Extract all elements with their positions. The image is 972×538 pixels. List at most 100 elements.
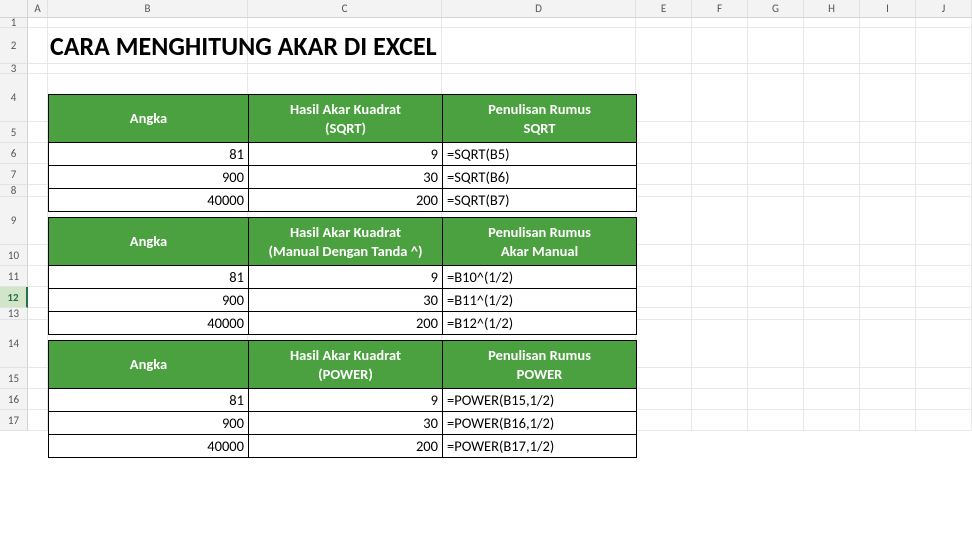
cell-A15[interactable] — [28, 368, 48, 389]
cell-formula[interactable]: =POWER(B16,1/2) — [443, 412, 637, 435]
cell-H11[interactable] — [804, 266, 860, 287]
cell-D3[interactable] — [442, 64, 636, 74]
row-header-16[interactable]: 16 — [0, 389, 28, 410]
cell-hasil[interactable]: 9 — [249, 266, 443, 289]
cell-E10[interactable] — [636, 245, 692, 266]
cell-J9[interactable] — [916, 197, 972, 245]
cell-G7[interactable] — [748, 164, 804, 185]
cell-H13[interactable] — [804, 308, 860, 320]
cell-G2[interactable] — [748, 28, 804, 64]
cell-G6[interactable] — [748, 143, 804, 164]
cell-A4[interactable] — [28, 74, 48, 122]
table-3-header-2[interactable]: Penulisan RumusPOWER — [443, 341, 637, 389]
cell-angka[interactable]: 81 — [49, 266, 249, 289]
cell-E12[interactable] — [636, 287, 692, 308]
cell-hasil[interactable]: 30 — [249, 289, 443, 312]
cell-I10[interactable] — [860, 245, 916, 266]
row-header-17[interactable]: 17 — [0, 410, 28, 431]
table-2-header-1[interactable]: Hasil Akar Kuadrat(Manual Dengan Tanda ^… — [249, 218, 443, 266]
row-header-7[interactable]: 7 — [0, 164, 28, 185]
cell-G9[interactable] — [748, 197, 804, 245]
cell-A17[interactable] — [28, 410, 48, 431]
cell-angka[interactable]: 40000 — [49, 312, 249, 335]
cell-H12[interactable] — [804, 287, 860, 308]
cell-A8[interactable] — [28, 185, 48, 197]
column-header-f[interactable]: F — [692, 0, 748, 17]
cell-A14[interactable] — [28, 320, 48, 368]
cell-A7[interactable] — [28, 164, 48, 185]
table-2-header-2[interactable]: Penulisan RumusAkar Manual — [443, 218, 637, 266]
column-header-b[interactable]: B — [48, 0, 248, 17]
cell-G5[interactable] — [748, 122, 804, 143]
cell-formula[interactable]: =B12^(1/2) — [443, 312, 637, 335]
cell-angka[interactable]: 40000 — [49, 435, 249, 458]
cell-E11[interactable] — [636, 266, 692, 287]
cell-H16[interactable] — [804, 389, 860, 410]
cell-H8[interactable] — [804, 185, 860, 197]
cell-hasil[interactable]: 30 — [249, 412, 443, 435]
cell-F11[interactable] — [692, 266, 748, 287]
cell-A16[interactable] — [28, 389, 48, 410]
cell-hasil[interactable]: 9 — [249, 143, 443, 166]
cell-I2[interactable] — [860, 28, 916, 64]
cell-B3[interactable] — [48, 64, 248, 74]
cell-formula[interactable]: =SQRT(B5) — [443, 143, 637, 166]
cell-A12[interactable] — [28, 287, 48, 308]
table-3-header-0[interactable]: Angka — [49, 341, 249, 389]
cell-J8[interactable] — [916, 185, 972, 197]
cell-A10[interactable] — [28, 245, 48, 266]
cell-angka[interactable]: 900 — [49, 289, 249, 312]
cell-I7[interactable] — [860, 164, 916, 185]
cell-J1[interactable] — [916, 18, 972, 28]
row-header-4[interactable]: 4 — [0, 74, 28, 122]
cell-formula[interactable]: =POWER(B17,1/2) — [443, 435, 637, 458]
cell-F15[interactable] — [692, 368, 748, 389]
cell-E8[interactable] — [636, 185, 692, 197]
cell-F17[interactable] — [692, 410, 748, 431]
column-header-e[interactable]: E — [636, 0, 692, 17]
cell-I9[interactable] — [860, 197, 916, 245]
cell-I13[interactable] — [860, 308, 916, 320]
cell-formula[interactable]: =B11^(1/2) — [443, 289, 637, 312]
cell-J4[interactable] — [916, 74, 972, 122]
cell-J3[interactable] — [916, 64, 972, 74]
row-header-10[interactable]: 10 — [0, 245, 28, 266]
cell-formula[interactable]: =B10^(1/2) — [443, 266, 637, 289]
cell-G13[interactable] — [748, 308, 804, 320]
cell-J2[interactable] — [916, 28, 972, 64]
cell-G14[interactable] — [748, 320, 804, 368]
cell-G3[interactable] — [748, 64, 804, 74]
cell-I12[interactable] — [860, 287, 916, 308]
cell-J17[interactable] — [916, 410, 972, 431]
cell-H4[interactable] — [804, 74, 860, 122]
table-2-header-0[interactable]: Angka — [49, 218, 249, 266]
cell-G16[interactable] — [748, 389, 804, 410]
cell-H1[interactable] — [804, 18, 860, 28]
cell-A6[interactable] — [28, 143, 48, 164]
row-header-13[interactable]: 13 — [0, 308, 28, 320]
cell-B1[interactable] — [48, 18, 248, 28]
row-header-15[interactable]: 15 — [0, 368, 28, 389]
row-header-12[interactable]: 12 — [0, 287, 28, 308]
column-header-d[interactable]: D — [442, 0, 636, 17]
cell-I15[interactable] — [860, 368, 916, 389]
cell-G11[interactable] — [748, 266, 804, 287]
row-header-8[interactable]: 8 — [0, 185, 28, 197]
cell-J5[interactable] — [916, 122, 972, 143]
column-header-a[interactable]: A — [28, 0, 48, 17]
select-all-corner[interactable] — [0, 0, 28, 17]
cell-F9[interactable] — [692, 197, 748, 245]
cell-A5[interactable] — [28, 122, 48, 143]
cell-A1[interactable] — [28, 18, 48, 28]
cell-I4[interactable] — [860, 74, 916, 122]
cell-H14[interactable] — [804, 320, 860, 368]
cell-I6[interactable] — [860, 143, 916, 164]
cell-E1[interactable] — [636, 18, 692, 28]
cell-F7[interactable] — [692, 164, 748, 185]
row-header-6[interactable]: 6 — [0, 143, 28, 164]
cell-G10[interactable] — [748, 245, 804, 266]
cell-E6[interactable] — [636, 143, 692, 164]
cell-formula[interactable]: =SQRT(B6) — [443, 166, 637, 189]
cell-F2[interactable] — [692, 28, 748, 64]
cell-J6[interactable] — [916, 143, 972, 164]
